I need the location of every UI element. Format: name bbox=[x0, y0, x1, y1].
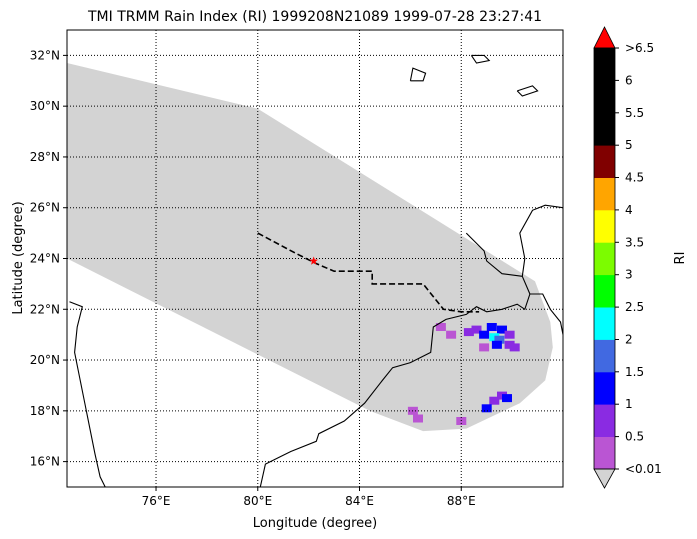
colorbar-tick-label: 3 bbox=[625, 268, 633, 282]
rain-cell bbox=[504, 340, 515, 349]
colorbar-tick-label: 6 bbox=[625, 73, 633, 87]
colorbar-bin bbox=[594, 145, 615, 178]
y-tick-label: 22°N bbox=[30, 302, 60, 316]
colorbar-tick-label: 1 bbox=[625, 397, 633, 411]
colorbar-bin bbox=[594, 307, 615, 340]
coastline bbox=[69, 301, 106, 487]
rain-cell bbox=[489, 396, 500, 405]
colorbar-label: RI bbox=[673, 252, 688, 265]
y-axis-ticks: 16°N 18°N 20°N 22°N 24°N 26°N 28°N 30°N 32°N bbox=[30, 48, 67, 469]
colorbar-under-extension bbox=[593, 468, 616, 489]
colorbar-tick-label: 4.5 bbox=[625, 171, 644, 185]
x-axis-label: Longitude (degree) bbox=[253, 516, 378, 531]
colorbar-tick-label: 2.5 bbox=[625, 300, 644, 314]
colorbar-tick-label: 3.5 bbox=[625, 235, 644, 249]
y-tick-label: 32°N bbox=[30, 48, 60, 62]
colorbar-tick-label: 4 bbox=[625, 203, 633, 217]
graticule bbox=[67, 30, 563, 487]
colorbar-tick-label: <0.01 bbox=[625, 462, 662, 476]
x-tick-label: 84°E bbox=[345, 494, 374, 508]
rain-cell bbox=[486, 323, 497, 331]
rain-cell bbox=[463, 328, 474, 337]
colorbar-bin bbox=[594, 48, 615, 81]
colorbar-frame bbox=[593, 47, 616, 470]
colorbar-bin bbox=[594, 242, 615, 276]
y-tick-label: 20°N bbox=[30, 353, 60, 367]
satellite-swath bbox=[67, 63, 553, 432]
y-tick-label: 26°N bbox=[30, 201, 60, 215]
rain-cell bbox=[413, 414, 423, 423]
y-axis-label: Latitude (degree) bbox=[11, 201, 26, 314]
colorbar-bin bbox=[594, 177, 615, 211]
rain-cell bbox=[471, 325, 482, 334]
colorbar-tick-label: 5.5 bbox=[625, 106, 644, 120]
rain-cell bbox=[481, 404, 492, 413]
storm-center-marker bbox=[309, 256, 318, 265]
x-tick-label: 80°E bbox=[243, 494, 272, 508]
colorbar: <0.01 0.5 1 1.5 2 2.5 3 3.5 4 4.5 5 5.5 6 >6.5 bbox=[593, 26, 662, 489]
colorbar-tick-label: 1.5 bbox=[625, 365, 644, 379]
coastline bbox=[465, 232, 523, 277]
colorbar-bin bbox=[594, 404, 615, 437]
colorbar-bin bbox=[594, 436, 615, 470]
x-tick-label: 88°E bbox=[447, 494, 476, 508]
rain-cell bbox=[504, 330, 515, 339]
colorbar-bin bbox=[594, 274, 615, 308]
coastline bbox=[470, 54, 491, 64]
colorbar-bin bbox=[594, 209, 615, 243]
y-tick-label: 18°N bbox=[30, 404, 60, 418]
colorbar-over-extension bbox=[593, 26, 616, 49]
colorbar-tick-label: 5 bbox=[625, 138, 633, 152]
chart-title: TMI TRMM Rain Index (RI) 1999208N21089 1… bbox=[87, 9, 542, 25]
coastline bbox=[409, 67, 427, 82]
rain-cell bbox=[509, 343, 520, 352]
rain-cell bbox=[491, 340, 502, 349]
rain-cell bbox=[479, 343, 490, 352]
map-plot-area bbox=[67, 30, 563, 487]
colorbar-tick-label: 0.5 bbox=[625, 430, 644, 444]
coastlines bbox=[69, 54, 563, 487]
coastline bbox=[516, 85, 539, 97]
y-tick-label: 28°N bbox=[30, 150, 60, 164]
rain-cell bbox=[435, 323, 446, 331]
rain-cell bbox=[494, 335, 505, 344]
y-tick-label: 16°N bbox=[30, 455, 60, 469]
rain-cell bbox=[489, 333, 500, 342]
colorbar-bin bbox=[594, 112, 615, 146]
rain-cell bbox=[502, 394, 512, 403]
colorbar-bin bbox=[594, 371, 615, 405]
rain-cell bbox=[479, 330, 490, 339]
colorbar-bin bbox=[594, 339, 615, 373]
colorbar-bin bbox=[594, 80, 615, 114]
colorbar-over-label: >6.5 bbox=[625, 41, 654, 55]
colorbar-tick-label: 2 bbox=[625, 333, 633, 347]
x-axis-ticks: 76°E 80°E 84°E 88°E bbox=[142, 487, 476, 508]
y-tick-label: 30°N bbox=[30, 99, 60, 113]
rain-cell bbox=[446, 330, 457, 339]
x-tick-label: 76°E bbox=[142, 494, 171, 508]
y-tick-label: 24°N bbox=[30, 252, 60, 266]
rain-cell bbox=[497, 325, 507, 334]
storm-track bbox=[257, 232, 480, 313]
